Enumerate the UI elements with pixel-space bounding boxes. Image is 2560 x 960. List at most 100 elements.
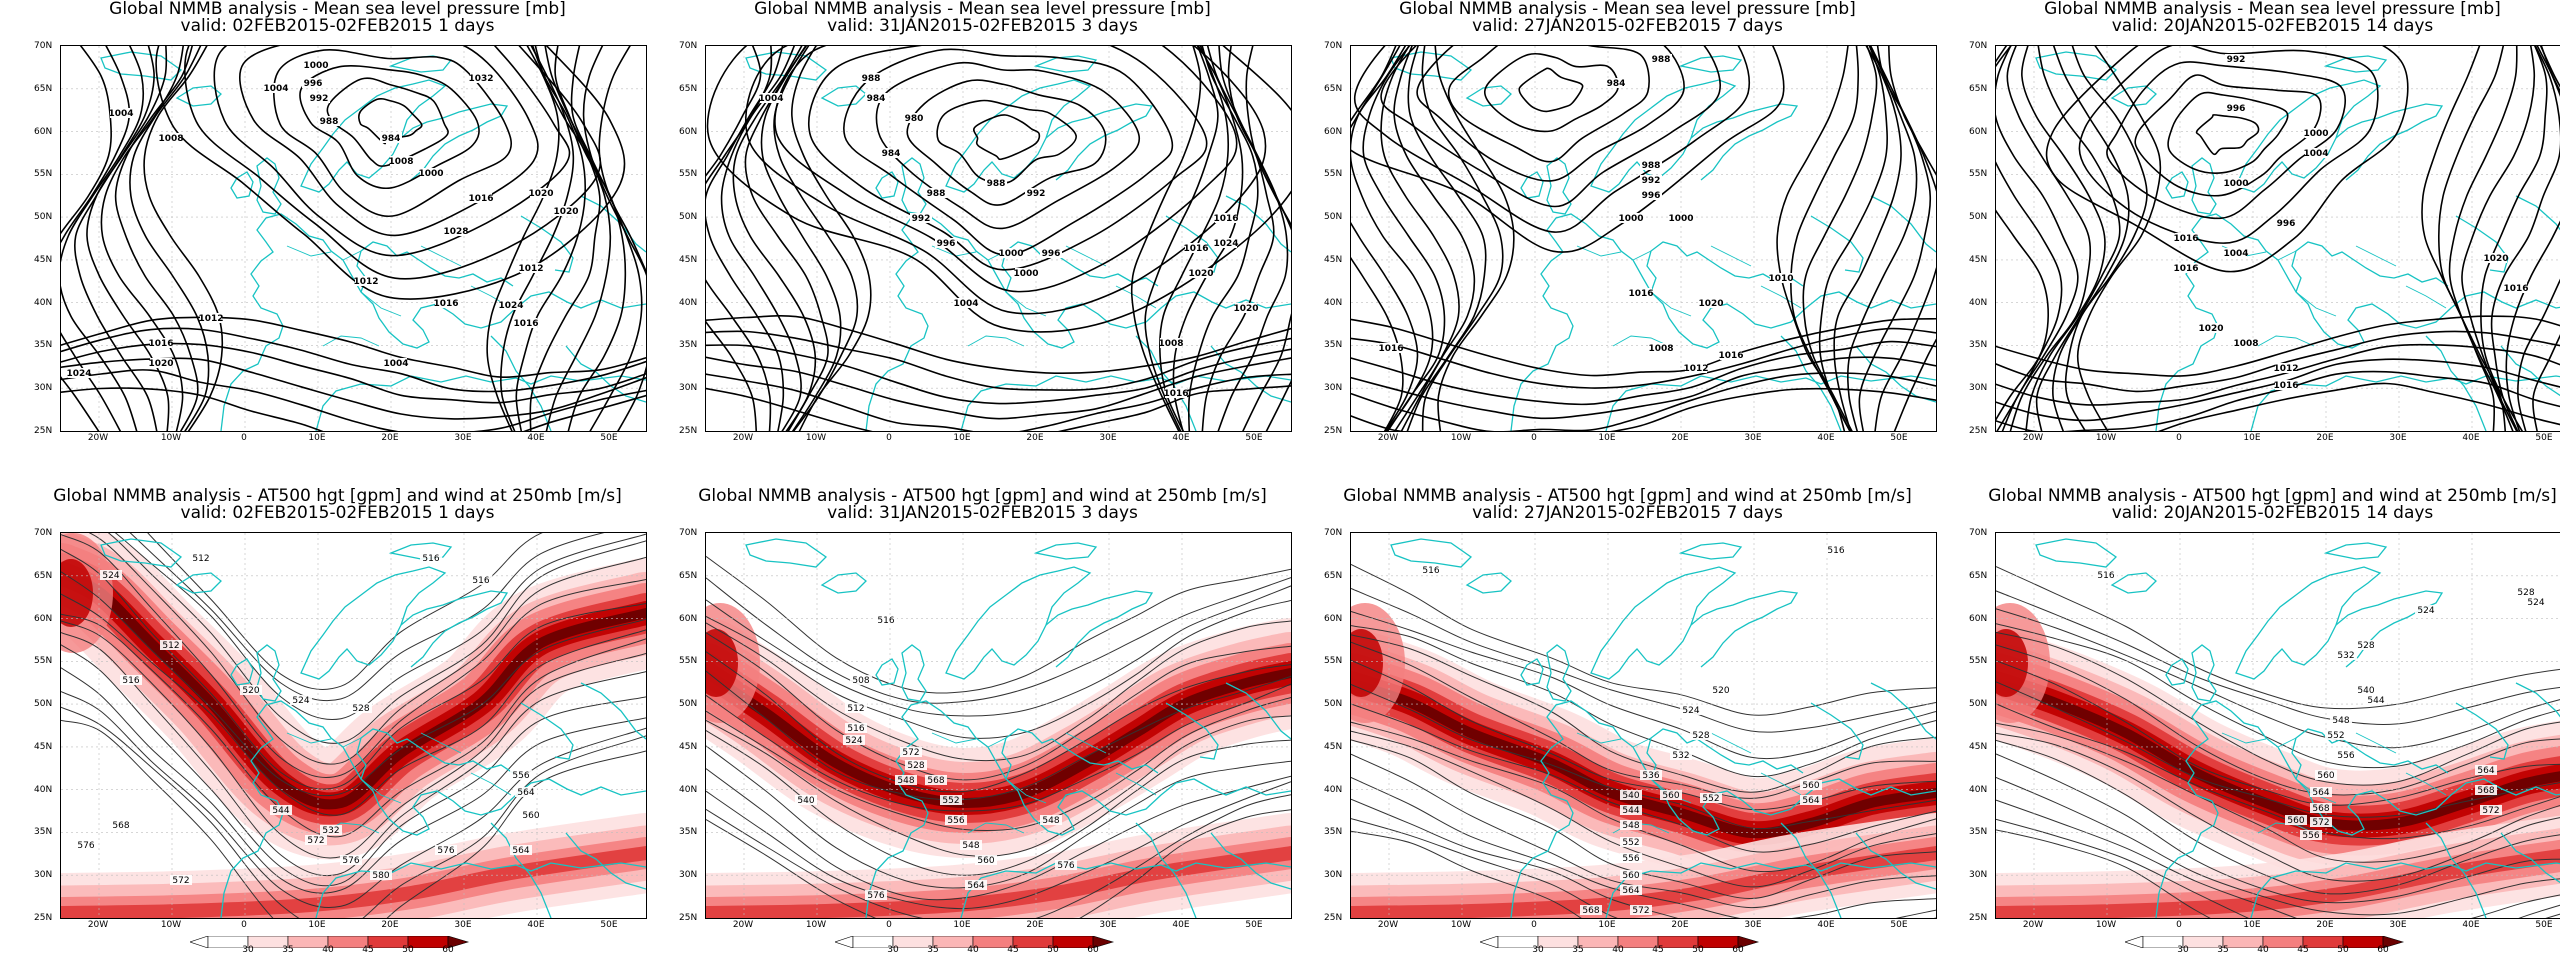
isobar (1380, 46, 1460, 431)
height-contour (1996, 799, 2560, 918)
contour-label: 1000 (1013, 269, 1038, 279)
lat-label: 35N (1969, 827, 1988, 838)
contour-label: 548 (1042, 816, 1059, 826)
height-contour (1351, 818, 1936, 918)
border-line (2221, 732, 2267, 744)
isobar (184, 46, 602, 280)
lat-label: 55N (1324, 656, 1343, 667)
lon-label: 0 (886, 433, 892, 443)
coastline (2335, 590, 2444, 668)
contour-label: 1000 (418, 169, 443, 179)
panel-mslp-1d: Global NMMB analysis - Mean sea level pr… (30, 0, 650, 480)
height-contour (61, 548, 646, 790)
label-bg (1685, 363, 1707, 373)
coastline (356, 241, 514, 293)
contour-label: 1016 (468, 194, 493, 204)
border-line (987, 737, 1007, 748)
coastline (2110, 85, 2157, 107)
lon-label: 50E (600, 433, 618, 443)
map-area: 516 516 520 524 528 532 536 540 544 548 552 556 560 5… (1350, 532, 1937, 919)
contour-labels: 5165245285245285325405445485525565605645… (2095, 570, 2547, 841)
lon-label: 0 (1531, 433, 1537, 443)
contour-label: 1012 (518, 264, 543, 274)
contour-label: 556 (2337, 751, 2354, 761)
isobar (1996, 330, 2560, 393)
label-bg (2330, 715, 2352, 725)
wind-colorbar: 30 35 40 45 50 60 (2124, 933, 2445, 957)
lat-label: 40N (1324, 784, 1343, 795)
lon-label: 20W (87, 920, 109, 930)
lat-label: 60N (34, 126, 53, 137)
height-contour (61, 620, 646, 859)
label-bg (1620, 885, 1642, 895)
coastline (1605, 375, 1936, 431)
isobar (1351, 317, 1936, 377)
contour-label: 1016 (2173, 234, 2198, 244)
lat-label: 45N (1324, 254, 1343, 265)
lat-label: 50N (1324, 212, 1343, 223)
isobar (598, 46, 646, 274)
lon-label: 30E (454, 433, 472, 443)
isobar (1351, 46, 1434, 431)
coastline (745, 51, 828, 81)
map-canvas: 1004 1008 1012 1016 1020 1024 1004 1000 996 992 98… (61, 46, 646, 431)
border-line (1576, 732, 1622, 744)
height-contour (115, 533, 646, 720)
isobar (1996, 46, 2079, 431)
border-line (1115, 772, 1157, 796)
label-bg (290, 695, 312, 705)
lat-label: 55N (34, 656, 53, 667)
contour-label: 988 (320, 117, 339, 127)
contour-label: 548 (2332, 716, 2349, 726)
contour-label: 576 (342, 856, 359, 866)
contour-label: 1016 (148, 339, 173, 349)
isobar (2078, 46, 2379, 244)
lat-label: 60N (1324, 613, 1343, 624)
label-bg (903, 113, 925, 123)
coastlines (745, 538, 1291, 918)
coastline (2335, 103, 2444, 181)
lon-label: 20W (1377, 920, 1399, 930)
coastline (2235, 566, 2382, 680)
coastline (356, 728, 514, 780)
lon-label: 20E (1671, 433, 1689, 443)
isobar (1351, 372, 1936, 431)
panel-title: Global NMMB analysis - AT500 hgt [gpm] a… (53, 486, 622, 506)
contour-label: 1016 (1183, 244, 1208, 254)
label-bg (975, 855, 997, 865)
label-bg (302, 78, 324, 88)
label-bg (1800, 795, 1822, 805)
label-bg (845, 703, 867, 713)
isobar (74, 46, 158, 431)
wind-shading (706, 603, 1291, 918)
lon-label: 0 (2176, 433, 2182, 443)
height-contour (706, 577, 1291, 704)
colorbar-tick: 60 (1087, 945, 1099, 955)
colorbar-tick: 35 (1572, 945, 1584, 955)
contour-label: 1016 (1628, 289, 1653, 299)
lon-label: 20E (381, 433, 399, 443)
contour-label: 564 (517, 788, 534, 798)
label-bg (510, 845, 532, 855)
graticule (706, 46, 1291, 431)
contour-label: 528 (2357, 641, 2374, 651)
label-bg (500, 300, 522, 310)
isobar (61, 387, 646, 431)
colorbar-tick: 30 (887, 945, 899, 955)
border-line (2257, 335, 2315, 347)
contour-label: 512 (847, 704, 864, 714)
label-bg (445, 226, 467, 236)
colorbar-tick: 35 (2217, 945, 2229, 955)
label-bg (1620, 790, 1642, 800)
map-area: 516 524 528 524 528 532 540 544 548 552 556 560 564 5… (1995, 532, 2560, 919)
contour-label: 536 (1642, 771, 1659, 781)
isobar (2532, 46, 2560, 431)
contour-label: 520 (1712, 686, 1729, 696)
isobar (554, 46, 627, 431)
label-bg (1825, 545, 1847, 555)
panel-subtitle: valid: 27JAN2015-02FEB2015 7 days (1472, 16, 1783, 36)
isobar (706, 385, 1291, 431)
lat-label: 40N (34, 297, 53, 308)
border-line (2405, 285, 2447, 309)
label-bg (2175, 263, 2197, 273)
